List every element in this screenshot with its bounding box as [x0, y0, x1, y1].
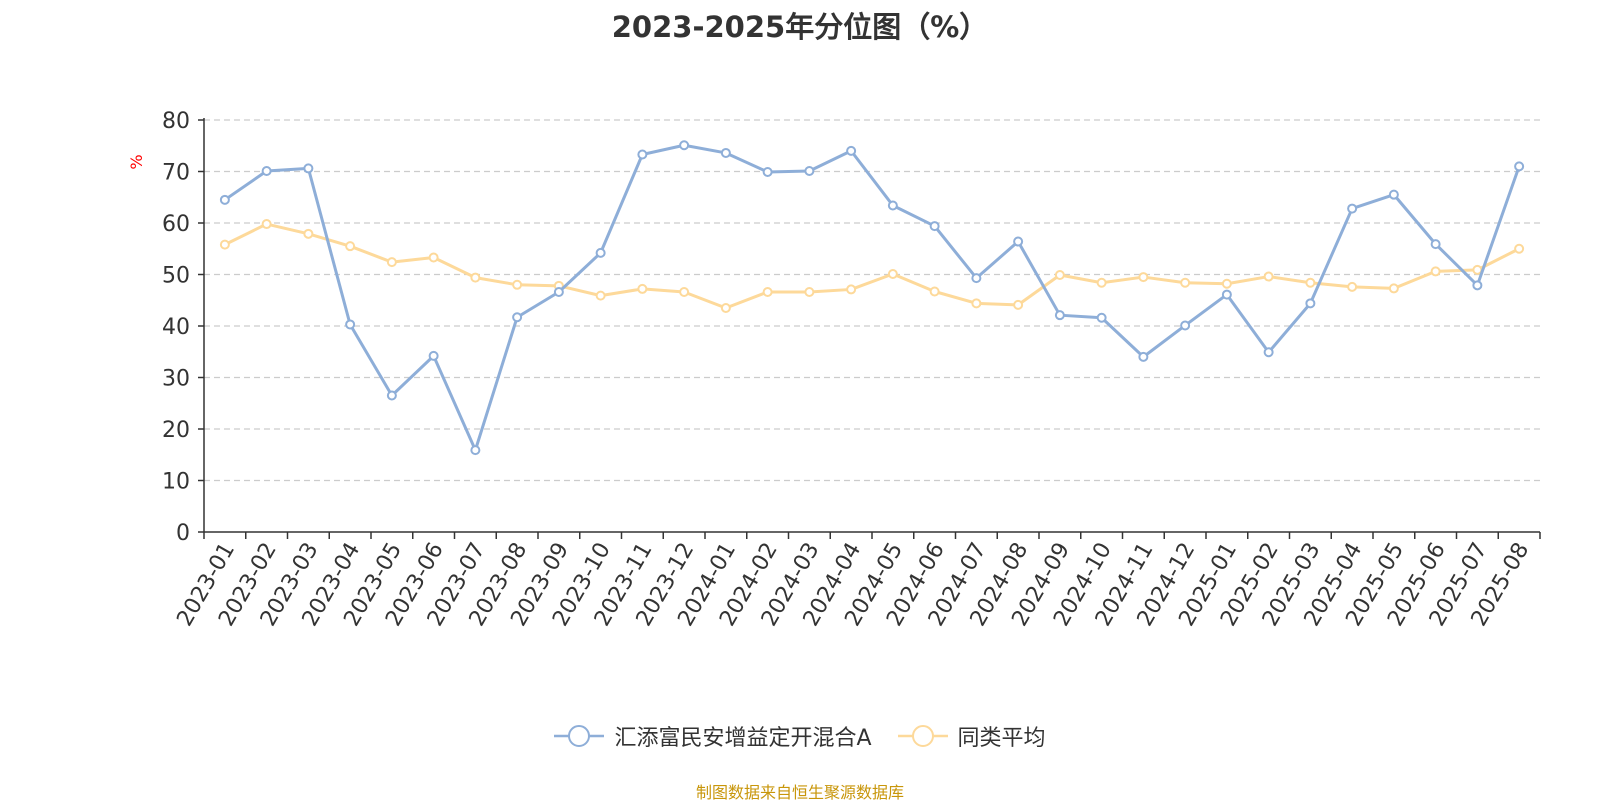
legend-peer-label: 同类平均 [957, 726, 1046, 751]
data-point-peer[interactable] [1054, 270, 1065, 281]
data-point-peer[interactable] [345, 241, 356, 252]
data-point-peer[interactable] [1263, 271, 1274, 282]
series-peer [219, 219, 1525, 313]
legend-fund-label: 汇添富民安增益定开混合A [614, 726, 872, 751]
y-axis-ticks: 0 10 20 30 40 50 60 70 80 [162, 109, 204, 546]
data-point-fund[interactable] [1430, 239, 1441, 250]
data-point-peer[interactable] [762, 287, 773, 298]
y-tick-label: 0 [176, 521, 190, 546]
data-point-peer[interactable] [1347, 281, 1358, 292]
data-point-fund[interactable] [1472, 280, 1483, 291]
legend-item-peer[interactable]: 同类平均 [897, 720, 1046, 752]
series-line-peer [224, 222, 1520, 310]
data-point-fund[interactable] [679, 140, 690, 151]
data-point-peer[interactable] [219, 239, 230, 250]
y-tick-label: 60 [162, 212, 190, 237]
series-layer [219, 140, 1525, 456]
data-point-fund[interactable] [303, 163, 314, 174]
y-tick-label: 10 [162, 470, 190, 495]
data-point-fund[interactable] [846, 145, 857, 156]
data-point-peer[interactable] [804, 287, 815, 298]
data-point-fund[interactable] [1013, 236, 1024, 247]
x-axis-ticks: 2023-012023-022023-032023-042023-052023-… [172, 532, 1541, 631]
data-point-fund[interactable] [470, 445, 481, 456]
line-chart: 0 10 20 30 40 50 60 70 80 2023-012023-022023-032… [127, 109, 1541, 631]
data-point-fund[interactable] [1054, 310, 1065, 321]
data-point-peer[interactable] [470, 272, 481, 283]
data-point-peer[interactable] [1180, 277, 1191, 288]
y-axis-unit-label: % [127, 154, 146, 169]
y-tick-label: 30 [162, 367, 190, 392]
data-point-fund[interactable] [1180, 320, 1191, 331]
data-point-fund[interactable] [887, 200, 898, 211]
chart-title: 2023-2025年分位图（%） [611, 10, 989, 44]
data-point-peer[interactable] [720, 302, 731, 313]
data-point-fund[interactable] [428, 350, 439, 361]
data-point-fund[interactable] [595, 247, 606, 258]
data-point-fund[interactable] [1347, 203, 1358, 214]
data-point-peer[interactable] [386, 257, 397, 268]
y-tick-label: 40 [162, 315, 190, 340]
data-point-peer[interactable] [428, 252, 439, 263]
data-point-fund[interactable] [386, 390, 397, 401]
data-point-fund[interactable] [1096, 312, 1107, 323]
data-point-fund[interactable] [1138, 351, 1149, 362]
data-point-peer[interactable] [1096, 277, 1107, 288]
legend: 汇添富民安增益定开混合A 同类平均 [0, 720, 1600, 752]
data-point-fund[interactable] [219, 194, 230, 205]
data-point-peer[interactable] [1138, 272, 1149, 283]
data-point-peer[interactable] [929, 286, 940, 297]
data-point-fund[interactable] [345, 319, 356, 330]
data-point-fund[interactable] [553, 287, 564, 298]
data-point-peer[interactable] [846, 284, 857, 295]
data-point-fund[interactable] [1305, 298, 1316, 309]
data-point-fund[interactable] [261, 165, 272, 176]
data-point-fund[interactable] [762, 167, 773, 178]
y-tick-label: 80 [162, 109, 190, 134]
data-point-peer[interactable] [637, 283, 648, 294]
legend-peer-marker-icon [897, 725, 948, 747]
grid-lines [204, 119, 1540, 482]
data-point-fund[interactable] [929, 221, 940, 232]
y-tick-label: 50 [162, 264, 190, 289]
data-point-peer[interactable] [1430, 266, 1441, 277]
data-point-fund[interactable] [720, 147, 731, 158]
data-point-peer[interactable] [971, 298, 982, 309]
data-point-peer[interactable] [261, 219, 272, 230]
source-note: 制图数据来自恒生聚源数据库 [695, 783, 904, 802]
data-point-peer[interactable] [595, 290, 606, 301]
data-point-fund[interactable] [1221, 289, 1232, 300]
data-point-fund[interactable] [804, 165, 815, 176]
data-point-fund[interactable] [1514, 161, 1525, 172]
data-point-peer[interactable] [887, 268, 898, 279]
data-point-fund[interactable] [637, 149, 648, 160]
data-point-fund[interactable] [1263, 347, 1274, 358]
data-point-peer[interactable] [1472, 264, 1483, 275]
y-tick-label: 20 [162, 418, 190, 443]
data-point-peer[interactable] [1221, 278, 1232, 289]
data-point-peer[interactable] [1013, 299, 1024, 310]
data-point-fund[interactable] [971, 273, 982, 284]
series-line-fund [224, 143, 1521, 452]
data-point-peer[interactable] [1514, 243, 1525, 254]
series-fund [219, 140, 1525, 456]
data-point-peer[interactable] [1305, 277, 1316, 288]
data-point-fund[interactable] [1388, 189, 1399, 200]
data-point-peer[interactable] [303, 228, 314, 239]
data-point-peer[interactable] [1388, 283, 1399, 294]
data-point-peer[interactable] [679, 287, 690, 298]
y-tick-label: 70 [162, 161, 190, 186]
data-point-fund[interactable] [512, 312, 523, 323]
legend-fund-marker-icon [554, 725, 605, 747]
data-point-peer[interactable] [512, 279, 523, 290]
legend-item-fund[interactable]: 汇添富民安增益定开混合A [554, 720, 872, 752]
